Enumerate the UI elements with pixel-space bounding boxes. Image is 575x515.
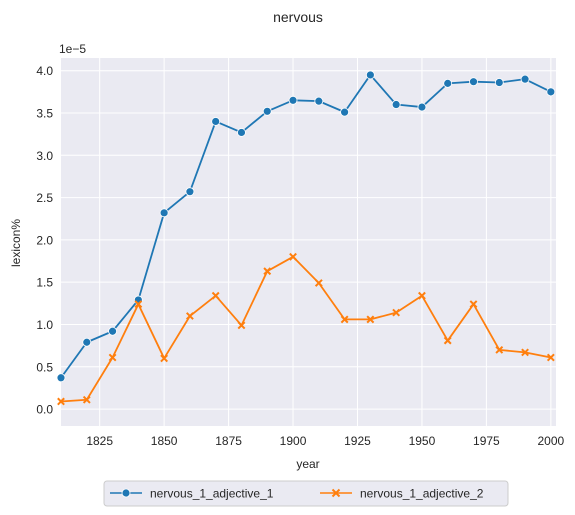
data-point-series-2 xyxy=(237,321,246,330)
data-point-series-2 xyxy=(366,315,375,324)
data-point-series-1 xyxy=(159,208,169,218)
y-axis-label: lexicon% xyxy=(9,219,23,267)
series-markers xyxy=(56,70,556,406)
data-point-series-1 xyxy=(417,102,427,112)
legend-label-1: nervous_1_adjective_1 xyxy=(150,487,274,501)
data-point-series-1 xyxy=(469,77,478,87)
data-point-series-2 xyxy=(521,348,529,357)
x-tick-labels: 1825 1850 1875 1900 1925 1950 1975 2000 xyxy=(86,434,564,448)
gridlines xyxy=(61,58,556,426)
data-point-series-1 xyxy=(237,128,246,137)
data-point-series-1 xyxy=(340,107,349,117)
data-point-series-1 xyxy=(108,326,117,336)
data-point-series-1 xyxy=(520,74,530,84)
data-point-series-2 xyxy=(340,315,349,324)
y-tick-label: 2.5 xyxy=(36,191,53,205)
data-point-series-1 xyxy=(494,78,504,87)
x-tick-label: 1900 xyxy=(280,434,307,448)
x-tick-label: 1925 xyxy=(344,434,371,448)
data-point-series-2 xyxy=(546,353,555,362)
data-point-series-2 xyxy=(263,267,272,276)
y-tick-label: 4.0 xyxy=(36,64,53,78)
data-point-series-1 xyxy=(365,70,375,80)
x-tick-label: 1950 xyxy=(409,434,436,448)
x-axis-label: year xyxy=(296,457,319,471)
y-tick-label: 2.0 xyxy=(36,233,53,247)
data-point-series-1 xyxy=(211,117,221,126)
x-tick-label: 1850 xyxy=(151,434,178,448)
y-tick-label: 1.5 xyxy=(36,276,53,290)
data-point-series-2 xyxy=(57,397,65,406)
y-tick-label: 3.5 xyxy=(36,106,53,120)
data-point-series-1 xyxy=(185,187,195,197)
data-point-series-2 xyxy=(469,300,478,309)
y-tick-label: 0.5 xyxy=(36,360,53,374)
data-point-series-2 xyxy=(108,353,117,362)
data-point-series-2 xyxy=(314,279,323,287)
data-point-series-1 xyxy=(288,95,298,105)
data-point-series-2 xyxy=(185,312,194,320)
x-tick-label: 2000 xyxy=(537,434,564,448)
data-point-series-1 xyxy=(546,87,556,97)
data-point-series-1 xyxy=(262,106,272,116)
y-tick-label: 3.0 xyxy=(36,149,53,163)
legend: nervous_1_adjective_1 nervous_1_adjectiv… xyxy=(103,480,509,507)
plot-area xyxy=(61,58,556,426)
data-point-series-2 xyxy=(443,336,452,345)
data-point-series-1 xyxy=(314,96,324,106)
data-point-series-2 xyxy=(82,395,91,404)
legend-marker-2 xyxy=(331,488,341,498)
data-point-series-1 xyxy=(443,78,453,88)
data-point-series-2 xyxy=(495,345,504,354)
y-tick-label: 0.0 xyxy=(36,403,53,417)
legend-marker-1 xyxy=(121,488,131,498)
y-scale-note: 1e−5 xyxy=(59,42,86,56)
data-point-series-2 xyxy=(211,291,220,300)
data-point-series-2 xyxy=(289,252,297,261)
legend-box xyxy=(103,480,509,507)
x-tick-label: 1975 xyxy=(473,434,500,448)
legend-label-2: nervous_1_adjective_2 xyxy=(360,487,484,501)
data-point-series-1 xyxy=(82,337,92,347)
y-tick-label: 1.0 xyxy=(36,318,53,332)
y-tick-labels: 0.0 0.5 1.0 1.5 2.0 2.5 3.0 3.5 4.0 xyxy=(36,64,53,416)
data-point-series-2 xyxy=(134,300,143,309)
data-point-series-2 xyxy=(392,308,401,317)
data-point-series-2 xyxy=(160,354,169,363)
data-point-series-2 xyxy=(418,291,426,300)
x-tick-label: 1825 xyxy=(86,434,113,448)
chart-title: nervous xyxy=(273,9,323,25)
x-tick-label: 1875 xyxy=(215,434,242,448)
data-point-series-1 xyxy=(391,100,401,109)
data-point-series-1 xyxy=(56,373,66,383)
series-line-2 xyxy=(60,255,552,403)
